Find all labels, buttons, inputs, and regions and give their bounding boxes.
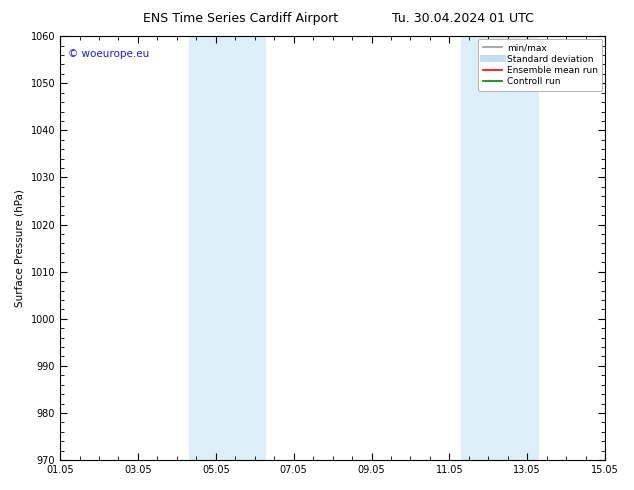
Bar (188, 36, 266, 460)
Y-axis label: Surface Pressure (hPa): Surface Pressure (hPa) (15, 189, 25, 307)
Bar (461, 36, 539, 460)
Text: Tu. 30.04.2024 01 UTC: Tu. 30.04.2024 01 UTC (392, 12, 534, 25)
Legend: min/max, Standard deviation, Ensemble mean run, Controll run: min/max, Standard deviation, Ensemble me… (478, 39, 602, 91)
Text: © woeurope.eu: © woeurope.eu (68, 49, 150, 59)
Text: ENS Time Series Cardiff Airport: ENS Time Series Cardiff Airport (143, 12, 339, 25)
